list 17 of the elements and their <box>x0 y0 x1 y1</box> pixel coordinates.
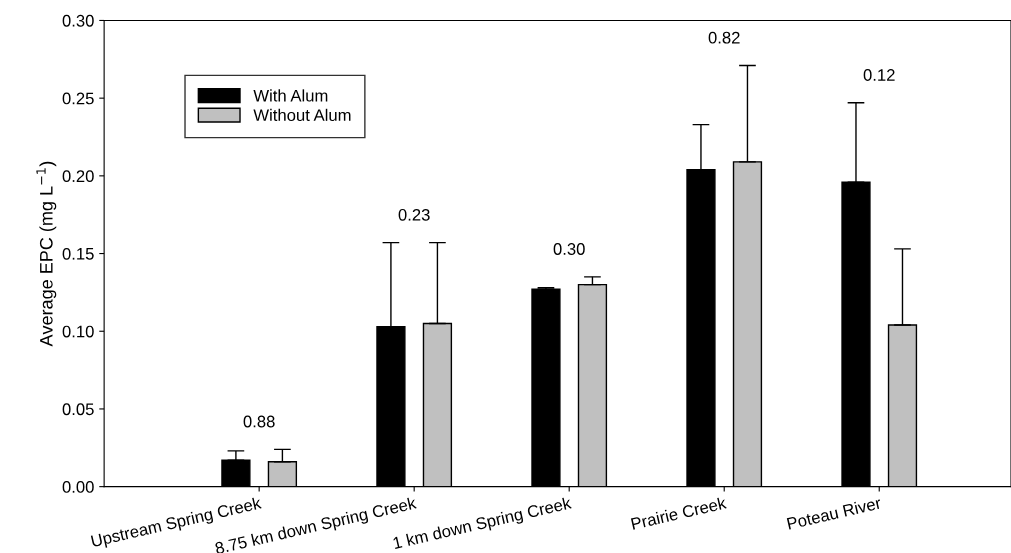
x-tick-label: Prairie Creek <box>630 496 727 530</box>
y-tick-label: 0.00 <box>62 481 94 493</box>
annotation: 0.82 <box>708 31 740 44</box>
legend-label: Without Alum <box>253 108 351 122</box>
x-tick-label: Poteau River <box>786 496 882 530</box>
y-tick-label: 0.20 <box>62 170 94 183</box>
annotation: 0.30 <box>553 243 585 255</box>
legend-label: With Alum <box>253 89 328 102</box>
y-tick-label: 0.30 <box>62 14 94 27</box>
annotation: 0.88 <box>243 415 275 428</box>
y-tick-label: 0.10 <box>62 325 94 338</box>
annotation: 0.12 <box>863 69 895 81</box>
y-axis-title: Average EPC (mg L$^{−1}$) <box>36 161 57 347</box>
y-tick-label: 0.15 <box>62 247 94 260</box>
annotation: 0.23 <box>398 208 430 221</box>
y-tick-label: 0.25 <box>62 92 94 105</box>
y-tick-label: 0.05 <box>62 403 94 416</box>
